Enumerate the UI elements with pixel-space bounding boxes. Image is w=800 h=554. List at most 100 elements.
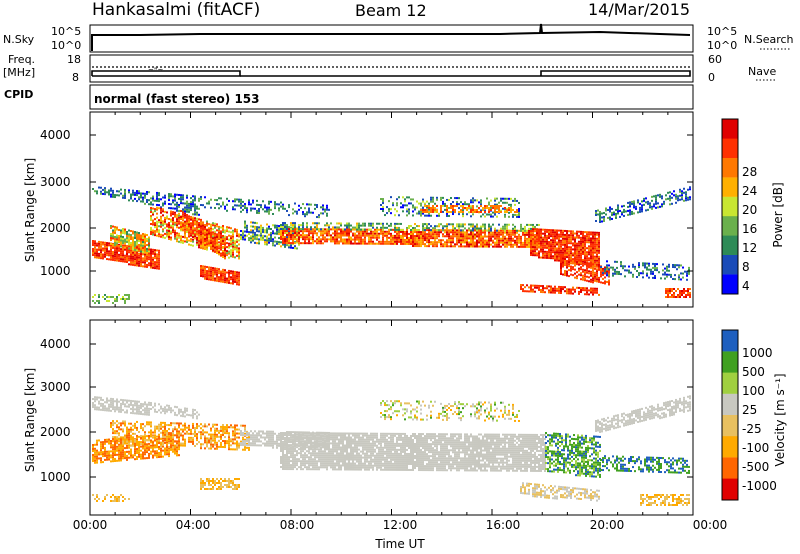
heatmap-cell <box>406 234 408 237</box>
heatmap-cell <box>645 197 647 200</box>
heatmap-cell <box>508 211 510 214</box>
heatmap-cell <box>496 203 498 206</box>
heatmap-cell <box>312 236 314 239</box>
heatmap-cell <box>550 233 552 236</box>
heatmap-cell <box>598 247 600 250</box>
heatmap-cell <box>472 209 474 211</box>
heatmap-cell <box>188 239 190 242</box>
heatmap-cell <box>618 273 620 275</box>
heatmap-cell <box>148 238 150 241</box>
heatmap-cell <box>208 276 210 279</box>
heatmap-cell <box>168 232 170 234</box>
heatmap-cell <box>124 192 126 195</box>
heatmap-cell <box>198 236 200 238</box>
heatmap-cell <box>116 228 118 231</box>
heatmap-cell <box>146 265 148 268</box>
heatmap-cell <box>278 209 280 212</box>
heatmap-cell <box>138 236 140 238</box>
heatmap-cell <box>526 223 528 226</box>
heatmap-cell <box>120 250 122 253</box>
heatmap-cell <box>416 231 418 234</box>
heatmap-cell <box>150 260 152 263</box>
heatmap-cell <box>546 240 548 243</box>
heatmap-cell <box>470 231 472 234</box>
heatmap-cell <box>106 296 108 298</box>
heatmap-cell <box>206 224 208 227</box>
heatmap-cell <box>594 257 596 260</box>
heatmap-cell <box>584 235 586 238</box>
heatmap-cell <box>216 275 218 278</box>
heatmap-cell <box>288 206 290 209</box>
heatmap-cell <box>500 231 502 234</box>
heatmap-cell <box>202 273 204 276</box>
heatmap-cell <box>564 243 566 246</box>
heatmap-cell <box>244 220 246 223</box>
heatmap-cell <box>669 296 671 298</box>
heatmap-cell <box>446 235 448 238</box>
heatmap-cell <box>342 234 344 237</box>
heatmap-cell <box>382 242 384 245</box>
heatmap-cell <box>396 202 398 205</box>
heatmap-cell <box>338 228 340 231</box>
heatmap-cell <box>636 270 638 272</box>
heatmap-cell <box>216 252 218 254</box>
heatmap-cell <box>548 251 550 254</box>
heatmap-cell <box>112 400 114 403</box>
heatmap-cell <box>596 276 598 279</box>
heatmap-cell <box>586 235 588 238</box>
heatmap-cell <box>224 251 226 254</box>
heatmap-cell <box>154 261 156 264</box>
heatmap-cell <box>464 203 466 206</box>
heatmap-cell <box>232 237 234 240</box>
heatmap-cell <box>302 211 304 214</box>
heatmap-cell <box>508 231 510 234</box>
heatmap-cell <box>504 197 506 200</box>
heatmap-cell <box>234 244 236 247</box>
heatmap-cell <box>576 230 578 233</box>
heatmap-cell <box>350 236 352 239</box>
heatmap-cell <box>564 290 566 293</box>
heatmap-cell <box>580 244 582 247</box>
heatmap-cell <box>540 242 542 245</box>
heatmap-cell <box>450 223 452 226</box>
heatmap-cell <box>196 207 198 210</box>
heatmap-cell <box>142 265 144 268</box>
heatmap-cell <box>290 242 292 245</box>
heatmap-cell <box>116 238 118 241</box>
heatmap-cell <box>142 405 144 408</box>
heatmap-cell <box>496 229 498 232</box>
heatmap-cell <box>142 245 144 247</box>
heatmap-cell <box>548 245 550 248</box>
heatmap-cell <box>278 231 280 234</box>
heatmap-cell <box>194 219 196 222</box>
heatmap-cell <box>580 260 582 263</box>
heatmap-cell <box>136 404 138 407</box>
heatmap-cell <box>138 404 140 407</box>
heatmap-cell <box>588 231 590 234</box>
heatmap-cell <box>222 278 224 281</box>
heatmap-cell <box>140 265 142 268</box>
heatmap-cell <box>356 242 358 245</box>
heatmap-cell <box>556 231 558 234</box>
heatmap-cell <box>590 257 592 260</box>
heatmap-cell <box>352 242 354 245</box>
heatmap-cell <box>244 236 246 239</box>
heatmap-cell <box>362 232 364 235</box>
heatmap-cell <box>106 458 108 461</box>
heatmap-cell <box>348 222 350 225</box>
heatmap-cell <box>120 455 122 458</box>
heatmap-cell <box>188 204 190 207</box>
heatmap-cell <box>428 212 430 215</box>
heatmap-cell <box>176 218 178 221</box>
heatmap-cell <box>170 207 172 210</box>
heatmap-cell <box>348 240 350 243</box>
heatmap-cell <box>188 229 190 232</box>
heatmap-cell <box>140 406 142 409</box>
heatmap-cell <box>344 230 346 233</box>
heatmap-cell <box>376 222 378 225</box>
heatmap-cell <box>534 240 536 243</box>
heatmap-cell <box>298 234 300 237</box>
heatmap-cell <box>424 233 426 236</box>
heatmap-cell <box>500 233 502 236</box>
heatmap-cell <box>448 245 450 248</box>
